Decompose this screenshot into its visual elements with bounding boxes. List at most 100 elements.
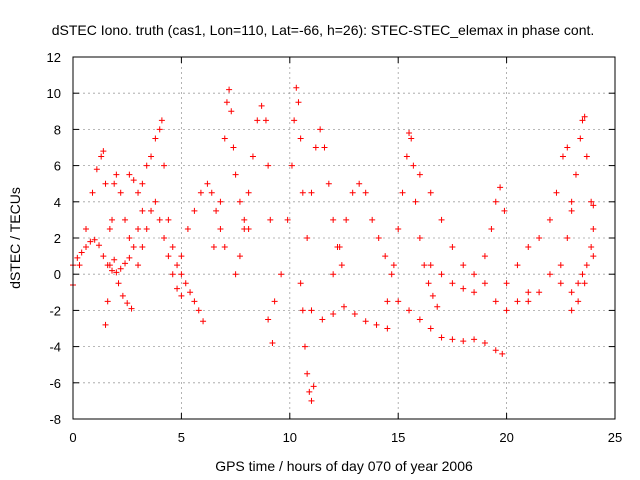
data-point — [304, 370, 311, 377]
data-point — [135, 225, 142, 232]
data-point — [514, 262, 521, 269]
data-point — [438, 216, 445, 223]
data-point — [421, 262, 428, 269]
data-point — [293, 84, 300, 91]
data-point — [169, 244, 176, 251]
data-point — [109, 267, 116, 274]
data-point — [564, 235, 571, 241]
data-points — [70, 84, 597, 404]
data-point — [178, 292, 185, 299]
data-point — [102, 321, 109, 328]
series-arc-d — [126, 117, 207, 325]
data-point — [395, 298, 402, 305]
data-point — [91, 236, 98, 243]
data-point — [525, 298, 532, 305]
data-point — [221, 244, 228, 251]
data-point — [161, 162, 168, 169]
data-point — [471, 289, 478, 296]
data-point — [581, 280, 588, 287]
data-point — [291, 117, 298, 124]
data-point — [471, 336, 478, 343]
data-point — [438, 271, 445, 278]
data-point — [191, 298, 198, 305]
data-point — [568, 207, 575, 214]
data-point — [395, 225, 402, 232]
data-point — [226, 86, 233, 93]
data-point — [100, 253, 107, 260]
data-point — [373, 321, 380, 328]
data-point — [187, 289, 194, 296]
x-axis-label: GPS time / hours of day 070 of year 2006 — [215, 458, 473, 474]
data-point — [536, 235, 543, 241]
data-point — [87, 238, 94, 245]
series-arc-f — [178, 180, 228, 260]
data-point — [174, 285, 181, 292]
data-point — [525, 289, 532, 296]
data-point — [288, 162, 295, 169]
data-point — [236, 253, 243, 260]
data-point — [98, 153, 105, 160]
y-tick-label: -4 — [49, 340, 61, 355]
data-point — [106, 262, 113, 269]
data-point — [503, 280, 510, 287]
data-point — [557, 262, 564, 269]
data-point — [143, 225, 150, 232]
x-tick-label: 25 — [608, 430, 622, 445]
data-point — [536, 289, 543, 296]
data-point — [111, 180, 118, 187]
y-tick-label: 10 — [47, 86, 61, 101]
y-tick-label: 0 — [54, 267, 61, 282]
data-point — [438, 334, 445, 341]
data-point — [338, 262, 345, 269]
data-point — [590, 225, 597, 232]
data-point — [230, 144, 237, 151]
data-point — [213, 207, 220, 214]
data-point — [102, 180, 109, 187]
y-tick-label: -6 — [49, 376, 61, 391]
data-point — [375, 235, 382, 241]
data-point — [325, 180, 332, 187]
data-point — [130, 244, 137, 251]
data-point — [113, 171, 120, 178]
data-point — [135, 262, 142, 269]
data-point — [425, 280, 432, 287]
data-point — [312, 144, 319, 151]
data-point — [228, 108, 235, 115]
data-point — [258, 102, 265, 109]
data-point — [590, 202, 597, 209]
data-point — [208, 189, 215, 196]
data-point — [492, 347, 499, 354]
data-point — [553, 189, 560, 196]
data-point — [269, 339, 276, 346]
series-arc-t — [557, 113, 597, 269]
y-tick-label: -8 — [49, 412, 61, 427]
data-point — [301, 343, 308, 350]
data-point — [83, 225, 90, 232]
data-point — [588, 198, 595, 205]
data-point — [232, 171, 239, 178]
data-point — [78, 249, 85, 256]
data-point — [369, 216, 376, 223]
data-point — [568, 307, 575, 314]
data-point — [217, 198, 224, 205]
series-arc-c — [102, 171, 146, 328]
data-point — [362, 189, 369, 196]
data-point — [577, 135, 584, 142]
data-point — [416, 171, 423, 178]
series-arc-p — [416, 171, 508, 278]
chart-title: dSTEC Iono. truth (cas1, Lon=110, Lat=-6… — [52, 22, 595, 38]
data-point — [223, 99, 230, 106]
data-point — [93, 166, 100, 173]
data-point — [403, 153, 410, 160]
data-point — [460, 285, 467, 292]
data-point — [568, 289, 575, 296]
data-point — [158, 117, 165, 124]
data-point — [217, 225, 224, 232]
data-point — [210, 244, 217, 251]
data-point — [410, 162, 417, 169]
data-point — [525, 244, 532, 251]
data-point — [96, 242, 103, 249]
data-point — [184, 225, 191, 232]
x-tick-label: 15 — [391, 430, 405, 445]
data-point — [130, 177, 137, 184]
